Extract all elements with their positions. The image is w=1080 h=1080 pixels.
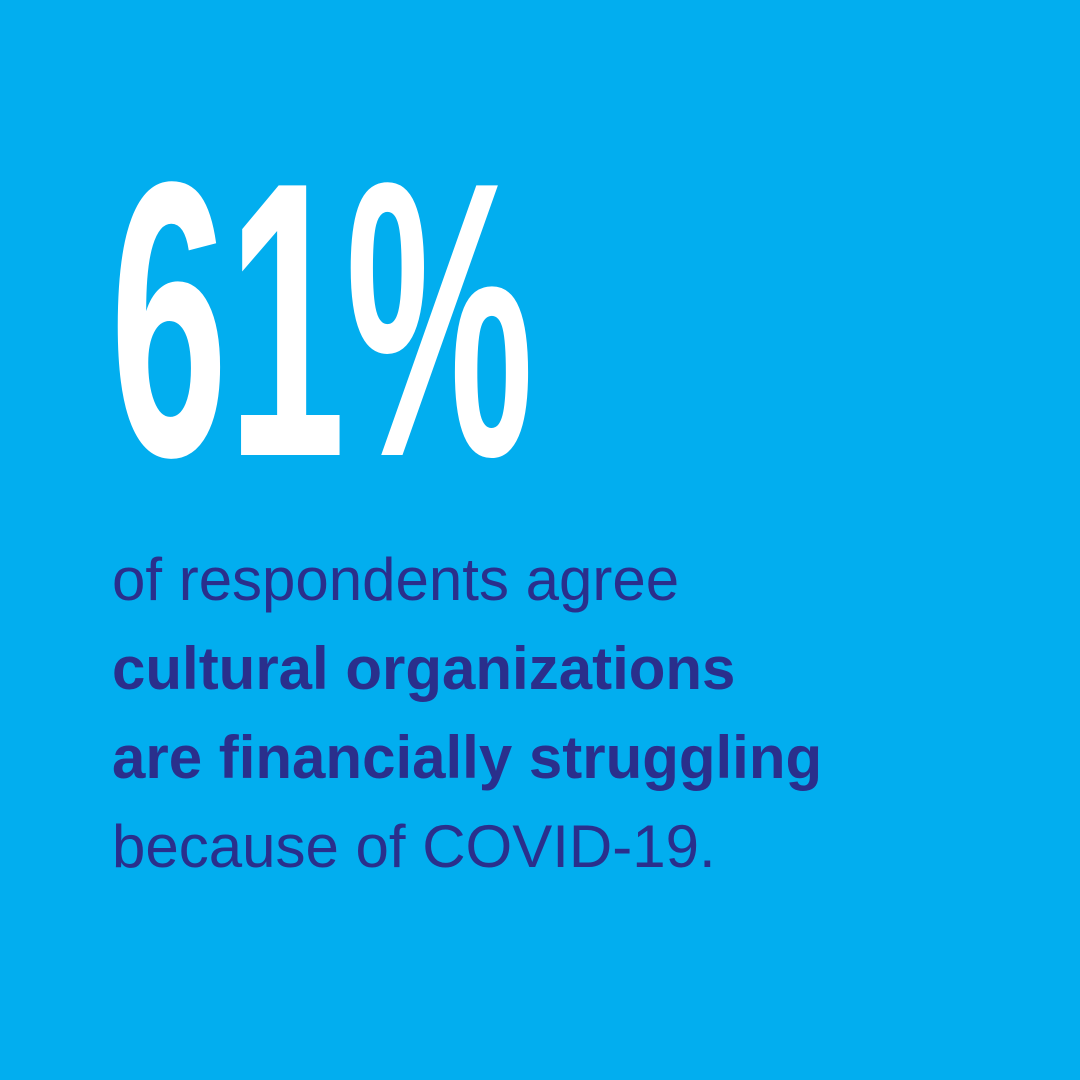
body-line: because of COVID-19.	[112, 813, 716, 880]
headline-stat: 61%	[110, 100, 534, 538]
body-line: are financially struggling	[112, 724, 822, 791]
body-line: of respondents agree	[112, 546, 679, 613]
body-line: cultural organizations	[112, 635, 735, 702]
